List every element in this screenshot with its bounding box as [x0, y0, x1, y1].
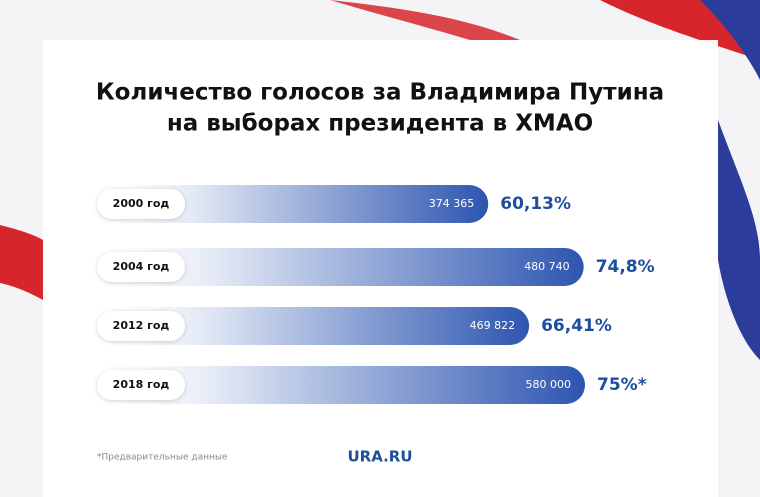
category-pill [97, 252, 185, 282]
category-pill [97, 311, 185, 341]
decor [718, 120, 760, 360]
vote-label: 374 365 [429, 197, 475, 210]
decor [0, 225, 43, 300]
category-label: 2012 год [113, 319, 170, 332]
category-pill [97, 370, 185, 400]
value-label: 75%* [597, 375, 647, 395]
decor [700, 0, 760, 80]
category-label: 2004 год [113, 260, 170, 273]
vote-label: 480 740 [524, 260, 570, 273]
bar [97, 366, 585, 404]
bar [97, 185, 489, 223]
bar [97, 307, 530, 345]
category-pill [97, 189, 185, 219]
decor [330, 0, 520, 40]
chart-title: Количество голосов за Владимира Путина [96, 80, 664, 106]
value-label: 66,41% [541, 316, 612, 336]
bar [97, 248, 584, 286]
category-label: 2000 год [113, 197, 170, 210]
value-label: 60,13% [500, 194, 571, 214]
value-label: 74,8% [596, 257, 655, 277]
vote-label: 580 000 [526, 378, 572, 391]
chart-title: на выборах президента в ХМАО [167, 111, 593, 137]
logo: URA.RU [347, 448, 412, 466]
footnote: *Предварительные данные [97, 453, 228, 463]
category-label: 2018 год [113, 378, 170, 391]
vote-label: 469 822 [470, 319, 516, 332]
